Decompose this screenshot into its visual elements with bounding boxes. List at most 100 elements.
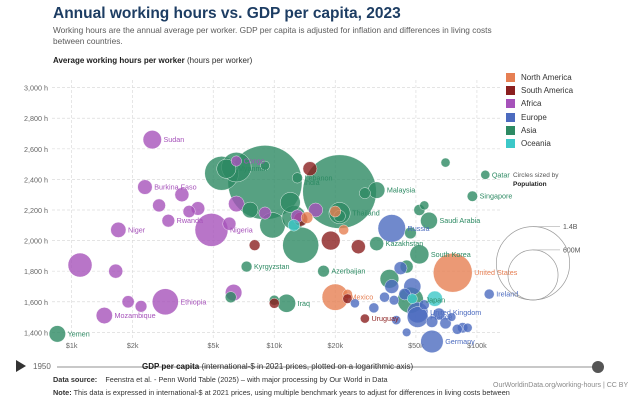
data-point[interactable] [291, 172, 303, 184]
data-point[interactable] [260, 160, 270, 171]
data-point[interactable] [241, 201, 259, 219]
data-point[interactable] [182, 205, 196, 218]
data-point[interactable] [351, 239, 366, 254]
data-point[interactable] [419, 299, 430, 311]
region-legend[interactable]: North America South America Africa Europ… [506, 71, 573, 150]
data-point[interactable] [350, 298, 360, 309]
legend-item-south-america[interactable]: South America [506, 84, 573, 97]
data-point[interactable] [440, 157, 451, 168]
data-point[interactable] [287, 219, 300, 232]
point-label: Yemen [68, 329, 90, 338]
legend-item-north-america[interactable]: North America [506, 71, 573, 84]
data-point[interactable] [439, 317, 452, 330]
data-point[interactable] [300, 211, 314, 224]
data-point[interactable] [393, 261, 408, 275]
credit-link[interactable]: OurWorldinData.org/working-hours | CC BY [493, 382, 629, 389]
data-point[interactable] [483, 288, 495, 300]
data-point[interactable] [409, 244, 430, 265]
y-tick-label: 1,800 h [24, 267, 48, 276]
data-point[interactable] [420, 330, 444, 353]
data-point[interactable] [174, 187, 190, 202]
data-point[interactable] [447, 312, 457, 322]
data-point[interactable] [433, 253, 473, 293]
data-point[interactable] [258, 206, 272, 220]
data-point[interactable] [216, 158, 237, 179]
data-point[interactable] [404, 226, 417, 239]
legend-item-asia[interactable]: Asia [506, 124, 573, 137]
legend-item-africa[interactable]: Africa [506, 97, 573, 110]
x-tick-label: $2k [127, 341, 139, 350]
timeline-handle[interactable] [592, 361, 604, 373]
legend-swatch [506, 112, 515, 122]
data-point[interactable] [379, 291, 390, 303]
point-label: South Korea [431, 250, 471, 259]
data-point[interactable] [389, 295, 400, 306]
data-point[interactable] [329, 205, 342, 218]
data-point[interactable] [121, 295, 135, 309]
data-point[interactable] [48, 325, 66, 343]
legend-item-europe[interactable]: Europe [506, 111, 573, 124]
data-point[interactable] [240, 261, 253, 273]
data-point[interactable] [338, 224, 349, 236]
data-point[interactable] [137, 179, 153, 195]
point-label: Japan [425, 296, 445, 305]
data-point[interactable] [282, 226, 319, 264]
x-tick-label: $50k [408, 341, 424, 350]
data-point[interactable] [360, 313, 370, 324]
legend-item-oceania[interactable]: Oceania [506, 137, 573, 150]
data-point[interactable] [280, 192, 301, 213]
data-point[interactable] [228, 195, 245, 213]
y-tick-label: 2,800 h [24, 114, 48, 123]
source-label: Data source: [53, 375, 98, 384]
data-point[interactable] [419, 200, 430, 211]
data-point[interactable] [95, 307, 113, 324]
data-point[interactable] [321, 231, 341, 251]
data-point[interactable] [432, 307, 446, 321]
data-point[interactable] [222, 216, 237, 231]
data-point[interactable] [426, 290, 443, 307]
data-point[interactable] [134, 300, 148, 313]
y-axis-title-main: Average working hours per worker [53, 56, 185, 65]
data-point[interactable] [462, 323, 473, 333]
point-label: Myanmar [238, 164, 269, 173]
point-label: Azerbaijan [331, 267, 365, 276]
data-point[interactable] [402, 327, 412, 337]
data-point[interactable] [369, 236, 384, 251]
y-tick-label: 2,000 h [24, 237, 48, 246]
data-point[interactable] [342, 293, 353, 304]
data-point[interactable] [377, 214, 406, 243]
data-point[interactable] [480, 170, 491, 180]
data-point[interactable] [384, 279, 399, 294]
data-point[interactable] [359, 187, 371, 199]
data-point[interactable] [317, 265, 330, 278]
data-point[interactable] [152, 198, 166, 213]
data-point[interactable] [391, 315, 402, 325]
data-point[interactable] [425, 315, 439, 328]
data-point[interactable] [225, 291, 237, 303]
data-point[interactable] [420, 212, 438, 230]
point-label: Germany [445, 337, 475, 346]
play-icon[interactable] [16, 360, 26, 372]
data-point[interactable] [368, 302, 380, 314]
data-point[interactable] [368, 181, 386, 199]
data-point[interactable] [142, 130, 162, 150]
data-point[interactable] [277, 294, 296, 313]
data-point[interactable] [108, 263, 123, 279]
point-label: Burkina Faso [154, 183, 196, 192]
timeline-track[interactable] [57, 366, 597, 368]
y-tick-label: 3,000 h [24, 84, 48, 93]
data-point[interactable] [407, 293, 418, 304]
data-point[interactable] [67, 252, 93, 278]
data-point[interactable] [161, 214, 175, 228]
data-point[interactable] [302, 161, 318, 176]
data-point[interactable] [269, 298, 280, 309]
data-point[interactable] [308, 202, 323, 218]
y-axis-title-unit: (hours per worker) [184, 56, 253, 65]
data-point[interactable] [110, 222, 127, 238]
data-point[interactable] [249, 239, 261, 251]
data-point[interactable] [230, 155, 242, 167]
data-point[interactable] [466, 190, 478, 202]
data-point[interactable] [152, 288, 179, 316]
data-point[interactable] [452, 324, 463, 335]
